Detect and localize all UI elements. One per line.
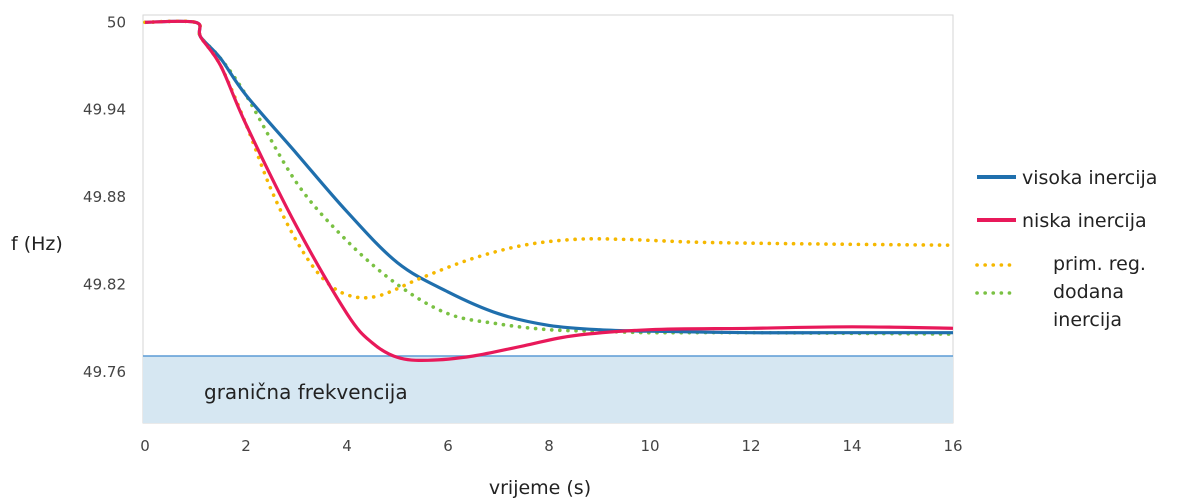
y-tick-label: 49.76 [83, 363, 126, 381]
y-tick-label: 49.94 [83, 101, 126, 119]
y-tick-label: 49.88 [83, 188, 126, 206]
threshold-label: granična frekvencija [204, 380, 408, 404]
y-tick-label: 50 [107, 13, 126, 31]
threshold-band [143, 355, 953, 423]
x-axis-label: vrijeme (s) [489, 477, 591, 499]
x-tick-label: 8 [544, 437, 554, 455]
legend-label: visoka inercija [1022, 167, 1157, 189]
x-tick-label: 12 [741, 437, 760, 455]
series-line-visoka-inercija [144, 19, 953, 335]
plot-area [142, 14, 954, 424]
legend-label: inercija [1053, 309, 1122, 331]
x-tick-label: 2 [241, 437, 251, 455]
x-tick-label: 6 [443, 437, 453, 455]
x-tick-label: 4 [342, 437, 352, 455]
x-tick-label: 16 [943, 437, 962, 455]
legend-label: prim. reg. [1053, 253, 1146, 275]
x-tick-label: 14 [842, 437, 861, 455]
series-line-niska-inercija [144, 19, 954, 362]
y-axis-label: f (Hz) [11, 233, 63, 255]
legend-label: dodana [1053, 281, 1124, 303]
x-tick-label: 10 [640, 437, 659, 455]
legend-label: niska inercija [1022, 210, 1147, 232]
y-tick-label: 49.82 [83, 276, 126, 294]
legend: visoka inercija niska inercija prim. reg. d… [975, 167, 1157, 331]
x-tick-label: 0 [140, 437, 150, 455]
